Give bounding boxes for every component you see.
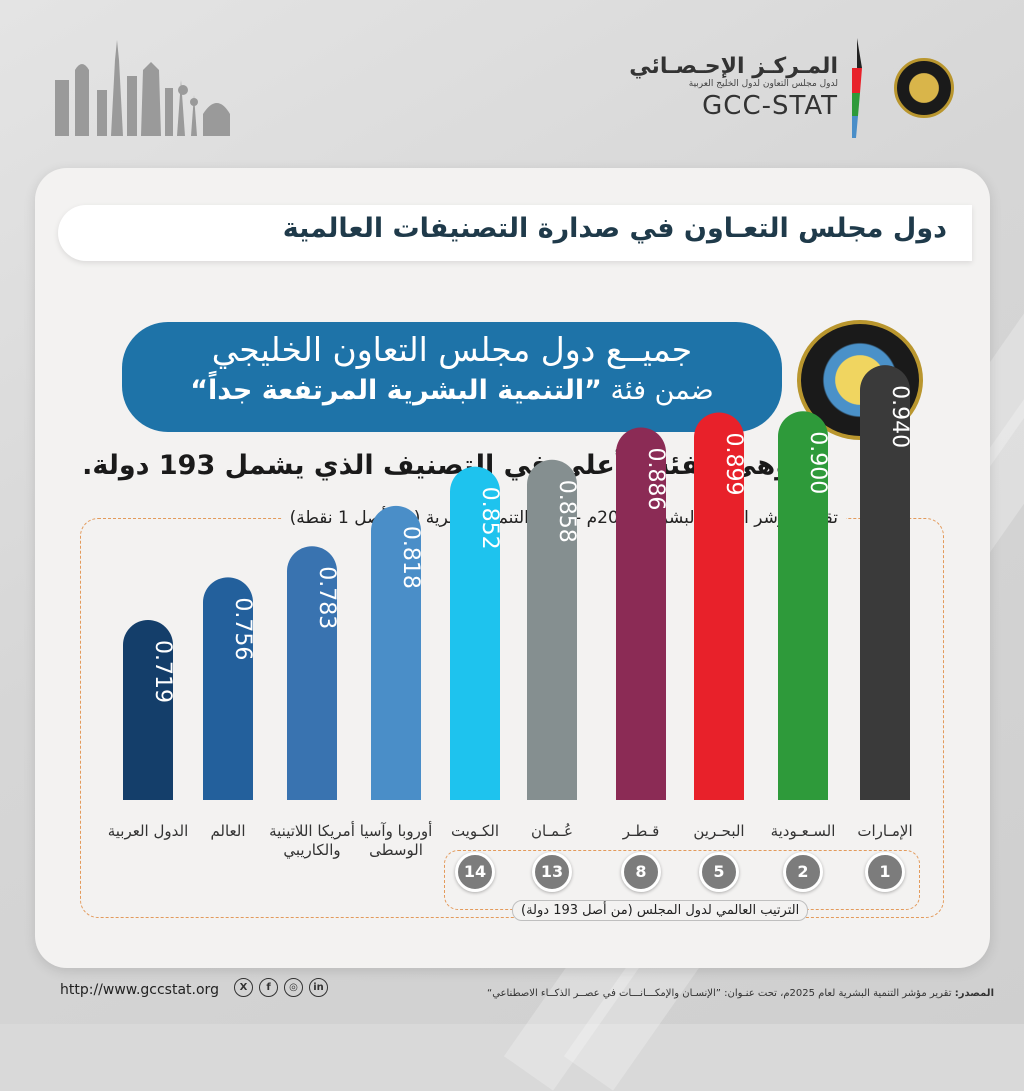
bar: [203, 577, 253, 800]
linkedin-icon[interactable]: in: [309, 978, 328, 997]
rank-badge: 14: [455, 852, 495, 892]
gcc-stat-logo: المـركـز الإحـصـائي لدول مجلس التعاون لد…: [629, 38, 866, 138]
source-note: المصدر: تقرير مؤشر التنمية البشرية لعام …: [487, 988, 994, 999]
gcc-seal-icon: [894, 58, 954, 118]
category-label: عُـمـان: [531, 822, 573, 840]
content-card: [35, 168, 990, 968]
bar-value-label: 0.858: [554, 480, 579, 543]
category-label: قـطـر: [622, 822, 660, 840]
bar: [450, 466, 500, 800]
instagram-icon[interactable]: ◎: [284, 978, 303, 997]
source-text: تقرير مؤشر التنمية البشرية لعام 2025م، ت…: [487, 988, 955, 999]
bar: [371, 505, 421, 800]
footer-url[interactable]: http://www.gccstat.org: [60, 982, 219, 998]
category-label: العالم: [210, 822, 246, 840]
highlight-line1: جميــع دول مجلس التعاون الخليجي: [211, 330, 693, 369]
title-banner: دول مجلس التعـاون في صدارة التصنيفات الع…: [58, 205, 972, 261]
bar-value-label: 0.852: [477, 487, 502, 550]
category-label: السـعـودية: [770, 822, 836, 840]
bar-value-label: 0.899: [721, 432, 746, 495]
bar-value-label: 0.818: [398, 526, 423, 589]
bar: [694, 412, 744, 800]
facebook-icon[interactable]: f: [259, 978, 278, 997]
bar: [123, 620, 173, 800]
highlight-bold: ”التنمية البشرية المرتفعة جداً“: [190, 375, 602, 406]
rank-caption: الترتيب العالمي لدول المجلس (من أصل 193 …: [512, 900, 809, 921]
rank-badge: 5: [699, 852, 739, 892]
category-label: البحـرين: [693, 822, 745, 840]
bar: [778, 411, 828, 800]
category-label: الكـويت: [450, 822, 500, 840]
highlight-pill: جميــع دول مجلس التعاون الخليجي ضمن فئة …: [122, 322, 782, 432]
bar: [287, 546, 337, 800]
stat-mark-icon: [852, 38, 862, 138]
bar-value-label: 0.886: [643, 447, 668, 510]
bar-value-label: 0.756: [230, 597, 255, 660]
org-sub-ar: لدول مجلس التعاون لدول الخليج العربية: [688, 79, 838, 90]
rank-badge: 13: [532, 852, 572, 892]
source-label: المصدر:: [954, 988, 994, 999]
social-links: X f ◎ in: [234, 978, 328, 997]
rank-badge: 1: [865, 852, 905, 892]
bar: [527, 459, 577, 800]
category-label: أمريكا اللاتينية والكاريبي: [269, 822, 355, 859]
rank-badge: 2: [783, 852, 823, 892]
skyline-icon: [55, 40, 230, 136]
bar-value-label: 0.900: [805, 431, 830, 494]
banner-title: دول مجلس التعـاون في صدارة التصنيفات الع…: [282, 213, 947, 244]
highlight-prefix: ضمن فئة: [601, 375, 714, 406]
category-label: الإمـارات: [857, 822, 913, 840]
bar-value-label: 0.783: [314, 566, 339, 629]
category-label: الدول العربية: [107, 822, 189, 840]
rank-badge: 8: [621, 852, 661, 892]
highlight-line2: ضمن فئة ”التنمية البشرية المرتفعة جداً“: [122, 375, 782, 406]
bar: [616, 427, 666, 800]
org-name-en: GCC-STAT: [702, 91, 838, 122]
org-name-ar: المـركـز الإحـصـائي: [629, 53, 838, 79]
category-label: أوروبا وآسيا الوسطى: [359, 822, 433, 859]
bar-value-label: 0.940: [887, 385, 912, 448]
bar-value-label: 0.719: [150, 640, 175, 703]
x-icon[interactable]: X: [234, 978, 253, 997]
header-logo: المـركـز الإحـصـائي لدول مجلس التعاون لد…: [629, 38, 954, 138]
bar: [860, 365, 910, 800]
bar-chart: 0.940 0.900 0.899 0.886 0.858 0.852 0.818 0.783…: [123, 365, 912, 800]
